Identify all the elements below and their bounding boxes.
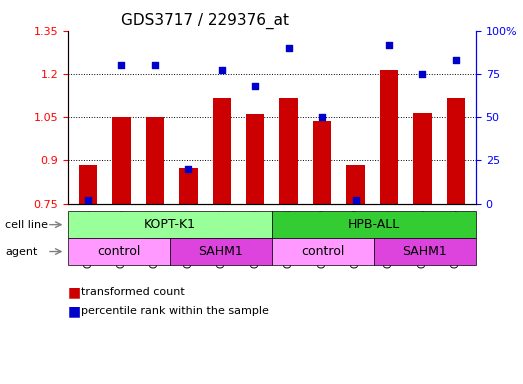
Bar xyxy=(79,165,97,204)
Bar xyxy=(380,70,398,204)
Point xyxy=(117,62,126,68)
Text: ■: ■ xyxy=(68,304,81,318)
Text: control: control xyxy=(97,245,141,258)
Point xyxy=(418,71,427,77)
Text: percentile rank within the sample: percentile rank within the sample xyxy=(81,306,269,316)
Point xyxy=(84,197,92,203)
Point xyxy=(385,41,393,48)
Text: KOPT-K1: KOPT-K1 xyxy=(144,218,196,231)
Bar xyxy=(346,165,365,204)
Point xyxy=(351,197,360,203)
Bar xyxy=(213,98,231,204)
Bar xyxy=(112,117,131,204)
Bar xyxy=(447,98,465,204)
Text: agent: agent xyxy=(5,247,38,257)
Point xyxy=(251,83,259,89)
Text: HPB-ALL: HPB-ALL xyxy=(348,218,400,231)
Text: transformed count: transformed count xyxy=(81,287,185,297)
Text: SAHM1: SAHM1 xyxy=(403,245,447,258)
Bar xyxy=(279,98,298,204)
Point xyxy=(452,57,460,63)
Bar xyxy=(313,121,331,204)
Point xyxy=(218,68,226,74)
Bar xyxy=(179,167,198,204)
Point xyxy=(151,62,159,68)
Text: control: control xyxy=(301,245,345,258)
Text: GDS3717 / 229376_at: GDS3717 / 229376_at xyxy=(121,13,289,29)
Text: SAHM1: SAHM1 xyxy=(199,245,243,258)
Point xyxy=(285,45,293,51)
Text: cell line: cell line xyxy=(5,220,48,230)
Bar xyxy=(413,113,431,204)
Point xyxy=(318,114,326,120)
Bar xyxy=(146,117,164,204)
Point xyxy=(184,166,192,172)
Bar xyxy=(246,114,265,204)
Text: ■: ■ xyxy=(68,285,81,299)
